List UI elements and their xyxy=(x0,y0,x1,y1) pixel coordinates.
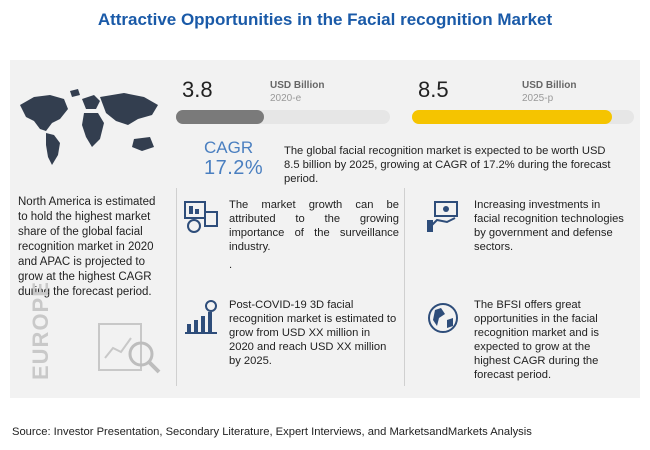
globe-network-icon xyxy=(428,303,458,333)
card-covid-text: Post-COVID-19 3D facial recognition mark… xyxy=(229,299,397,367)
divider-middle xyxy=(404,188,405,386)
analytics-magnifier-icon xyxy=(98,323,161,374)
card-bfsi-text: The BFSI offers great opportunities in t… xyxy=(474,299,599,381)
region-note: North America is estimated to hold the h… xyxy=(18,196,156,298)
surveillance-monitor-icon xyxy=(184,201,218,233)
stat-2020-unit: USD Billion xyxy=(270,80,325,91)
card-surveillance-text: The market growth can be attributed to t… xyxy=(229,199,399,253)
investment-money-icon xyxy=(427,201,458,232)
card-surveillance-dot: . xyxy=(229,259,233,271)
world-map-icon xyxy=(20,89,158,165)
cagr-value: 17.2% xyxy=(204,157,264,179)
card-investments-text: Increasing investments in facial recogni… xyxy=(474,199,624,253)
stat-2020-year: 2020-e xyxy=(270,93,302,104)
bar-2020-fill xyxy=(176,110,264,124)
growth-chart-icon xyxy=(185,300,217,334)
stat-2025-unit: USD Billion xyxy=(522,80,577,91)
divider-left xyxy=(176,188,177,386)
page-title: Attractive Opportunities in the Facial r… xyxy=(97,10,553,29)
stat-2025-value: 8.5 xyxy=(418,77,449,102)
region-label: EUROPE xyxy=(28,281,53,380)
cagr-label: CAGR xyxy=(204,138,254,157)
stat-2020-value: 3.8 xyxy=(182,77,213,102)
source-note: Source: Investor Presentation, Secondary… xyxy=(12,426,532,438)
cagr-description: The global facial recognition market is … xyxy=(284,145,611,185)
stat-2025-year: 2025-p xyxy=(522,93,554,104)
bar-2025-fill xyxy=(412,110,612,124)
